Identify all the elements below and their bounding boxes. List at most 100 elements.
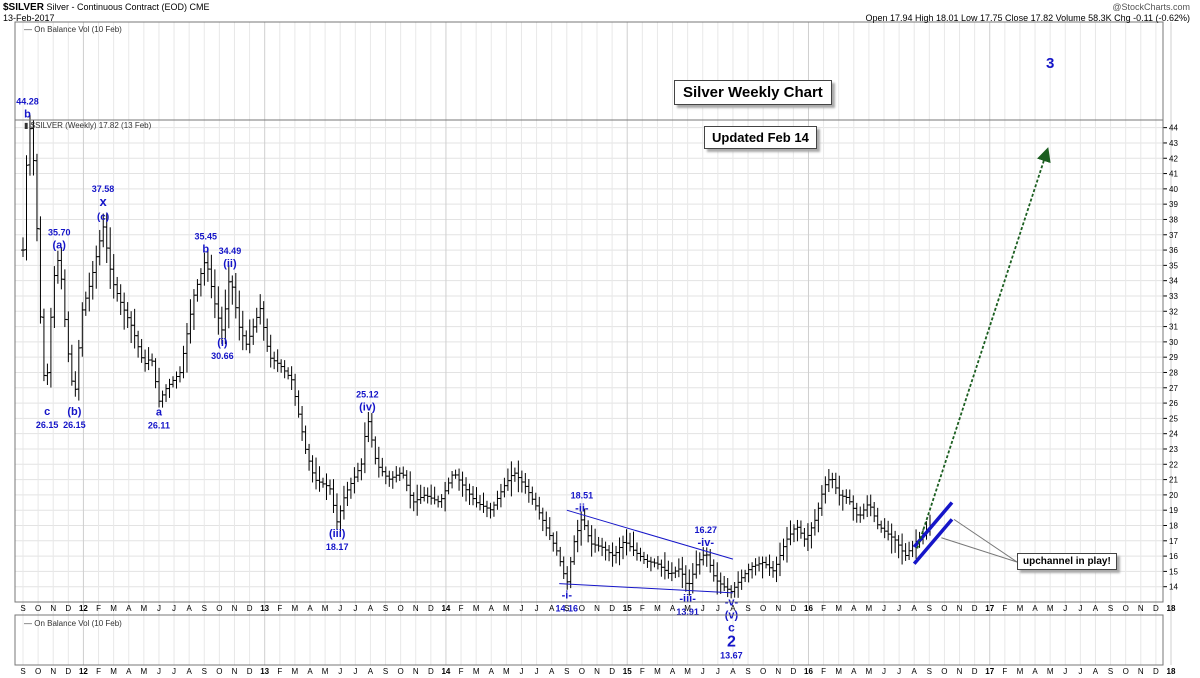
wave-labels: b 44.28 c 26.15 (a) 35.70 (b) 26.15 (c) x37.58 a 26… <box>16 55 1054 661</box>
x-tick-label: M <box>322 667 329 676</box>
wave-price: 34.49 <box>219 246 242 256</box>
x-tick-label: M <box>654 604 661 613</box>
y-tick-label: 42 <box>1169 154 1178 163</box>
x-tick-label: 14 <box>441 667 450 676</box>
x-tick-label: S <box>202 667 207 676</box>
y-tick-label: 20 <box>1169 491 1178 500</box>
x-tick-label: N <box>232 667 238 676</box>
x-tick-label: A <box>368 667 374 676</box>
x-tick-label: O <box>1123 667 1129 676</box>
x-tick-label: D <box>1153 667 1159 676</box>
wave-label: c <box>728 621 735 635</box>
x-tick-label: A <box>489 667 495 676</box>
x-tick-label: M <box>292 604 299 613</box>
x-tick-label: A <box>126 604 132 613</box>
x-tick-label: D <box>428 667 434 676</box>
x-tick-label: M <box>141 667 148 676</box>
wave-label: x <box>99 194 107 209</box>
y-tick-label: 38 <box>1169 215 1178 224</box>
wave-label: (a) <box>53 240 67 252</box>
x-tick-label: F <box>459 604 464 613</box>
stockcharts-watermark: @StockCharts.com <box>1112 2 1190 12</box>
updated-box: Updated Feb 14 <box>704 126 817 149</box>
wave-price: 16.27 <box>694 525 717 535</box>
x-tick-label: J <box>519 604 523 613</box>
wave-price: 13.67 <box>720 651 743 661</box>
x-tick-label: 14 <box>441 604 450 613</box>
obv-panel-frame <box>14 614 1164 666</box>
wave-price: 37.58 <box>92 184 115 194</box>
quote-line: Open 17.94 High 18.01 Low 17.75 Close 17… <box>865 13 1190 23</box>
x-tick-label: D <box>609 667 615 676</box>
x-tick-label: M <box>866 604 873 613</box>
upper-wedge-line <box>566 509 734 560</box>
x-tick-label: A <box>730 667 736 676</box>
x-tick-label: D <box>247 667 253 676</box>
y-tick-label: 36 <box>1169 246 1178 255</box>
y-tick-label: 41 <box>1169 170 1178 179</box>
y-tick-label: 43 <box>1169 139 1178 148</box>
x-tick-label: S <box>564 667 569 676</box>
x-tick-label: A <box>489 604 495 613</box>
x-tick-label: D <box>428 604 434 613</box>
x-tick-label: O <box>760 604 766 613</box>
x-tick-label: F <box>96 604 101 613</box>
wave-label: 3 <box>1046 55 1054 72</box>
x-tick-label: J <box>897 604 901 613</box>
x-tick-label: A <box>1093 667 1099 676</box>
x-tick-label: A <box>670 667 676 676</box>
x-tick-label: S <box>745 667 750 676</box>
obv-top-legend: — On Balance Vol (10 Feb) <box>24 25 122 34</box>
y-tick-label: 14 <box>1169 583 1178 592</box>
x-tick-label: J <box>535 604 539 613</box>
x-tick-label: M <box>141 604 148 613</box>
x-tick-label: M <box>684 667 691 676</box>
x-tick-label: N <box>50 667 56 676</box>
wave-price: 14.16 <box>556 603 579 613</box>
y-tick-label: 16 <box>1169 552 1178 561</box>
x-tick-label: A <box>670 604 676 613</box>
wave-price: 44.28 <box>16 96 39 106</box>
x-tick-label: D <box>972 667 978 676</box>
callout-pointer <box>953 518 1018 563</box>
x-tick-label: M <box>110 604 117 613</box>
x-tick-label: D <box>972 604 978 613</box>
x-tick-label: 13 <box>260 667 269 676</box>
x-tick-label: M <box>473 604 480 613</box>
x-tick-label: S <box>383 667 388 676</box>
x-tick-label: F <box>96 667 101 676</box>
x-tick-label: A <box>186 604 192 613</box>
wave-price: 30.66 <box>211 351 234 361</box>
x-tick-label: A <box>549 604 555 613</box>
x-tick-label: A <box>1093 604 1099 613</box>
y-tick-label: 15 <box>1169 567 1178 576</box>
y-tick-label: 35 <box>1169 261 1178 270</box>
wave-label: 2 <box>727 634 736 651</box>
x-tick-label: F <box>277 604 282 613</box>
x-tick-label: D <box>790 667 796 676</box>
trend-lines <box>559 147 1051 594</box>
x-tick-label: A <box>912 667 918 676</box>
x-tick-label: M <box>654 667 661 676</box>
x-tick-label: O <box>35 667 41 676</box>
x-tick-label: A <box>126 667 132 676</box>
x-tick-label: M <box>1017 667 1024 676</box>
x-tick-label: S <box>1108 604 1113 613</box>
wave-label: (iii) <box>329 528 346 540</box>
wave-price: 26.15 <box>36 420 59 430</box>
wave-price: 35.70 <box>48 228 71 238</box>
wave-price: 13.91 <box>676 607 699 617</box>
x-tick-label: F <box>459 667 464 676</box>
x-tick-label: J <box>353 604 357 613</box>
y-tick-label: 22 <box>1169 460 1178 469</box>
x-tick-label: J <box>157 604 161 613</box>
x-tick-label: A <box>1032 667 1038 676</box>
upchannel-callout: upchannel in play! <box>1017 553 1117 570</box>
obv-bottom-legend: — On Balance Vol (10 Feb) <box>24 619 122 628</box>
x-tick-label: S <box>927 667 932 676</box>
x-tick-label: 15 <box>623 667 632 676</box>
x-tick-label: J <box>338 604 342 613</box>
x-tick-label: A <box>549 667 555 676</box>
x-tick-label: M <box>1047 667 1054 676</box>
wave-price: 25.12 <box>356 390 379 400</box>
